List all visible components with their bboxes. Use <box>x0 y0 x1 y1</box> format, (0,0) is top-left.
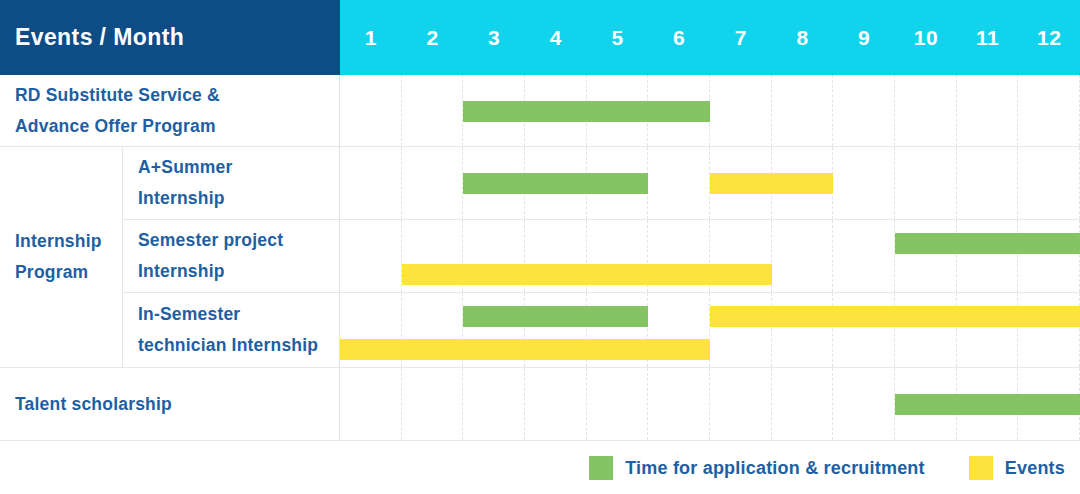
month-header-1: 1 <box>340 0 402 75</box>
month-gridline <box>772 368 834 440</box>
chart-row-talent-scholarship <box>340 368 1080 441</box>
month-gridline <box>340 220 402 292</box>
row-label-in-semester-technician: In-Semester technician Internship <box>123 293 340 368</box>
month-header-8: 8 <box>772 0 834 75</box>
row-label-talent-scholarship: Talent scholarship <box>0 368 340 441</box>
gantt-table: Events / Month 1 2 3 4 5 6 7 8 9 10 11 1… <box>0 0 1080 441</box>
month-gridline <box>1018 147 1080 219</box>
month-gridline <box>833 147 895 219</box>
month-gridline <box>710 293 772 367</box>
month-gridline <box>710 368 772 440</box>
month-gridline <box>587 368 649 440</box>
month-gridline <box>833 220 895 292</box>
event-bar <box>402 264 772 285</box>
application-bar <box>463 101 710 122</box>
month-gridline <box>1018 293 1080 367</box>
group-label-internship-program: Internship Program <box>0 147 123 368</box>
month-header-3: 3 <box>463 0 525 75</box>
month-header-4: 4 <box>525 0 587 75</box>
month-header-7: 7 <box>710 0 772 75</box>
month-gridline <box>957 147 1019 219</box>
chart-row-semester-project <box>340 220 1080 293</box>
legend-item-events: Events <box>969 456 1065 480</box>
month-gridline <box>895 147 957 219</box>
month-gridline <box>340 75 402 146</box>
month-gridline <box>463 368 525 440</box>
table-header-title: Events / Month <box>0 0 340 75</box>
month-gridline <box>710 75 772 146</box>
month-gridline <box>402 147 464 219</box>
event-bar <box>340 339 710 360</box>
month-header-11: 11 <box>957 0 1019 75</box>
row-label-rd-substitute: RD Substitute Service & Advance Offer Pr… <box>0 75 340 147</box>
month-gridline <box>772 220 834 292</box>
legend-label-application: Time for application & recruitment <box>625 458 925 479</box>
month-gridline <box>833 368 895 440</box>
month-gridline <box>1018 75 1080 146</box>
month-gridline <box>402 75 464 146</box>
month-gridline <box>957 75 1019 146</box>
chart-row-a-plus-summer <box>340 147 1080 220</box>
application-bar <box>463 306 648 327</box>
row-label-semester-project: Semester project Internship <box>123 220 340 293</box>
chart-row-in-semester-technician <box>340 293 1080 368</box>
month-gridline <box>833 293 895 367</box>
event-bar <box>710 173 833 194</box>
month-gridline <box>648 147 710 219</box>
chart-row-rd-substitute <box>340 75 1080 147</box>
month-gridline <box>895 75 957 146</box>
month-gridline <box>833 75 895 146</box>
application-bar <box>895 233 1080 254</box>
month-gridline <box>772 293 834 367</box>
month-gridline <box>895 220 957 292</box>
month-gridline <box>340 368 402 440</box>
month-gridline <box>340 147 402 219</box>
month-gridline <box>1018 220 1080 292</box>
row-label-a-plus-summer: A+Summer Internship <box>123 147 340 220</box>
legend-item-application: Time for application & recruitment <box>589 456 925 480</box>
month-gridline <box>957 293 1019 367</box>
month-gridline <box>648 368 710 440</box>
application-swatch-icon <box>589 456 613 480</box>
month-header-12: 12 <box>1018 0 1080 75</box>
month-gridline <box>895 293 957 367</box>
month-gridline <box>772 75 834 146</box>
month-header-10: 10 <box>895 0 957 75</box>
month-header-5: 5 <box>587 0 649 75</box>
month-gridline <box>957 220 1019 292</box>
application-bar <box>463 173 648 194</box>
application-bar <box>895 394 1080 415</box>
month-gridline <box>525 368 587 440</box>
event-bar <box>710 306 1080 327</box>
month-gridline <box>402 368 464 440</box>
month-header-6: 6 <box>648 0 710 75</box>
month-header-9: 9 <box>833 0 895 75</box>
month-header-2: 2 <box>402 0 464 75</box>
month-header-row: 1 2 3 4 5 6 7 8 9 10 11 12 <box>340 0 1080 75</box>
event-swatch-icon <box>969 456 993 480</box>
legend: Time for application & recruitment Event… <box>0 441 1080 480</box>
legend-label-events: Events <box>1005 458 1065 479</box>
